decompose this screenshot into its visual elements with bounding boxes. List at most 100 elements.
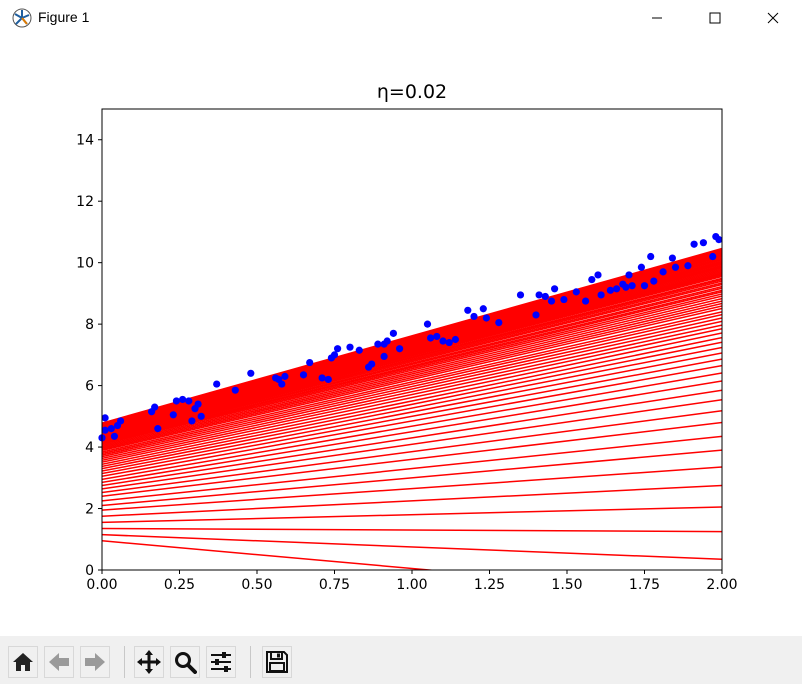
fit-line (102, 320, 722, 458)
sliders-icon (211, 652, 231, 672)
matplotlib-icon (12, 8, 32, 28)
y-tick-label: 2 (85, 502, 94, 518)
data-point (470, 312, 478, 321)
arrow-right-icon (85, 653, 105, 671)
data-point (334, 345, 342, 353)
fit-line (102, 346, 722, 470)
x-tick-label: 0.50 (241, 577, 272, 593)
data-point (324, 375, 332, 384)
data-point (560, 295, 568, 304)
y-tick-label: 4 (85, 440, 94, 456)
zoom-button[interactable] (170, 646, 200, 678)
data-point (606, 286, 615, 294)
fit-line (102, 372, 722, 481)
data-point (622, 283, 630, 291)
data-point (625, 271, 633, 279)
data-point (516, 291, 525, 299)
data-point (278, 380, 286, 388)
data-point (247, 369, 255, 377)
y-tick-label: 14 (76, 133, 94, 149)
plot-figure: 0.00 0.25 0.50 0.75 1.00 1.25 1.50 1.75 2.00 0 2 4 6… (76, 81, 737, 593)
data-point (380, 352, 388, 361)
x-tick-label: 1.25 (474, 577, 505, 593)
y-tick-label: 10 (76, 256, 94, 272)
data-point (628, 282, 636, 290)
save-button[interactable] (262, 646, 292, 678)
data-point (684, 262, 692, 270)
data-point (318, 374, 326, 382)
data-point (482, 314, 490, 322)
fit-line (102, 287, 722, 442)
data-point (117, 417, 125, 425)
toolbar-separator (250, 646, 251, 678)
data-point (231, 386, 239, 394)
fit-line (102, 466, 722, 511)
data-point (637, 263, 646, 271)
data-point (101, 426, 109, 434)
data-point (445, 338, 453, 347)
fit-line (102, 506, 722, 524)
magnifier-icon (175, 652, 197, 674)
fit-line (102, 293, 722, 445)
fit-line (102, 277, 722, 437)
data-point (582, 297, 590, 305)
data-point (355, 346, 363, 354)
data-point (194, 400, 202, 408)
fit-line (102, 527, 722, 533)
data-point (541, 292, 549, 301)
window-title: Figure 1 (38, 9, 90, 25)
close-icon (767, 12, 779, 24)
data-point (613, 285, 621, 293)
data-point (427, 334, 435, 342)
fit-line (102, 449, 722, 507)
home-button[interactable] (8, 646, 38, 678)
fit-line (102, 300, 722, 448)
data-point (306, 358, 314, 367)
data-point (464, 306, 472, 314)
data-point (690, 240, 698, 248)
y-tick-label: 0 (85, 563, 94, 579)
axis-ticks: 0.00 0.25 0.50 0.75 1.00 1.25 1.50 1.75 2.00 0 2 4 6… (76, 133, 737, 593)
data-point (433, 332, 441, 341)
data-point (346, 343, 354, 351)
data-point (299, 371, 308, 379)
fit-lines (102, 247, 722, 570)
y-tick-label: 6 (85, 379, 94, 395)
minimize-button[interactable] (628, 0, 686, 36)
maximize-button[interactable] (686, 0, 744, 36)
scatter-points (98, 232, 723, 442)
data-point (389, 329, 397, 337)
data-point (423, 320, 432, 328)
fit-line (102, 435, 722, 502)
configure-subplots-button[interactable] (206, 646, 236, 678)
data-point (659, 268, 667, 276)
maximize-icon (709, 12, 721, 24)
fit-line (102, 332, 722, 463)
data-point (101, 414, 109, 422)
home-icon (13, 653, 33, 671)
data-point (383, 337, 391, 345)
fit-line (102, 247, 722, 424)
data-point (699, 239, 708, 247)
pan-button[interactable] (134, 646, 164, 678)
data-point (188, 417, 196, 425)
data-point (647, 252, 655, 261)
fit-line (102, 307, 722, 452)
fit-line (102, 302, 722, 449)
fit-line (102, 352, 722, 472)
data-point (439, 337, 447, 345)
fit-line (102, 295, 722, 446)
back-button[interactable] (44, 646, 74, 678)
toolbar-separator (124, 646, 125, 678)
data-point (597, 291, 605, 299)
fit-line (102, 540, 438, 570)
navigation-toolbar (0, 636, 802, 684)
title-bar: Figure 1 (0, 0, 802, 36)
forward-button[interactable] (80, 646, 110, 678)
x-tick-label: 0.00 (86, 577, 117, 593)
close-button[interactable] (744, 0, 802, 36)
fit-line (102, 364, 722, 478)
minimize-icon (652, 17, 662, 19)
data-point (588, 275, 596, 284)
y-tick-label: 8 (85, 317, 94, 333)
